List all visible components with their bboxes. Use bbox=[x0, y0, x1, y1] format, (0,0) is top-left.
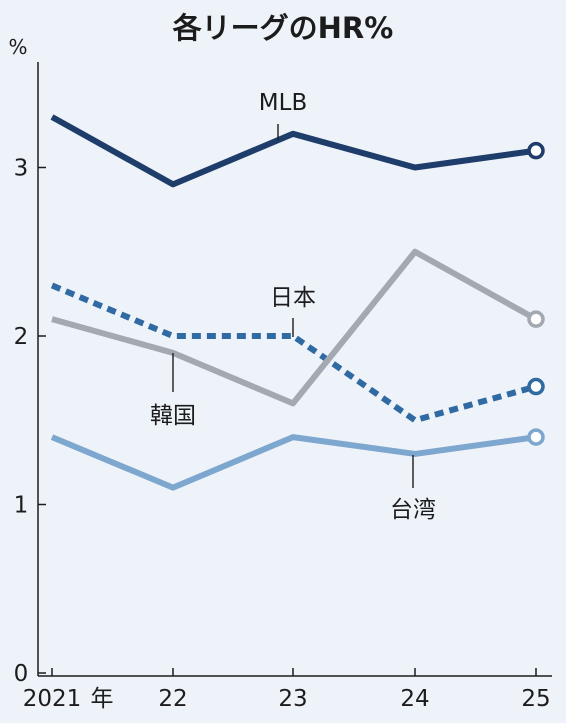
series-line-taiwan bbox=[50, 434, 537, 491]
y-tick-label: 1 bbox=[14, 493, 29, 519]
series-lines bbox=[50, 114, 538, 491]
chart-title: 各リーグのHR% bbox=[172, 11, 394, 45]
x-tick-label: 22 bbox=[158, 686, 187, 712]
end-marker-japan bbox=[527, 377, 545, 396]
series-line-mlb bbox=[50, 114, 537, 188]
end-marker-taiwan bbox=[527, 428, 545, 446]
y-axis-unit: % bbox=[8, 35, 27, 59]
x-tick-label: 23 bbox=[278, 686, 307, 712]
x-tick-label: 2021 bbox=[23, 686, 82, 712]
series-label-mlb: MLB bbox=[259, 90, 307, 116]
y-tick-label: 2 bbox=[14, 324, 29, 350]
end-marker-mlb bbox=[527, 141, 545, 160]
y-tick-label: 0 bbox=[14, 661, 29, 687]
x-tick-year-suffix: 年 bbox=[91, 686, 114, 712]
x-tick-label: 24 bbox=[400, 686, 429, 712]
series-label-japan: 日本 bbox=[270, 285, 316, 311]
end-markers bbox=[527, 141, 545, 446]
y-ticks: 0 1 2 3 bbox=[14, 156, 46, 687]
end-marker-korea bbox=[527, 310, 545, 328]
x-tick-label: 25 bbox=[521, 686, 550, 712]
series-label-taiwan: 台湾 bbox=[390, 497, 436, 523]
y-tick-label: 3 bbox=[14, 156, 29, 182]
series-label-korea: 韓国 bbox=[150, 403, 196, 429]
series-line-japan bbox=[50, 282, 537, 424]
x-ticks: 2021 22 23 24 25 年 bbox=[23, 668, 551, 712]
series-line-korea bbox=[51, 248, 538, 407]
